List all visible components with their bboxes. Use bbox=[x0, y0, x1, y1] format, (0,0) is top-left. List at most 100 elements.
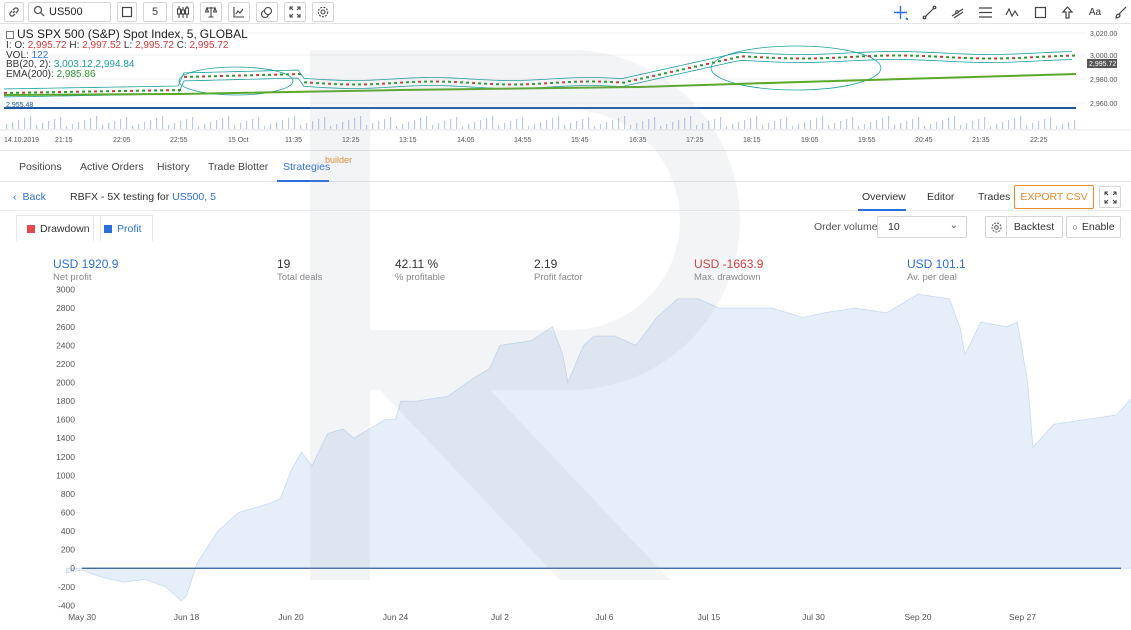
stat-profitable: 42.11 % % profitable bbox=[395, 257, 445, 283]
volume-bar bbox=[684, 118, 686, 129]
price-chart[interactable]: 3,020.00 3,000.00 2,980.00 2,960.00 2,995.72… bbox=[0, 25, 1131, 147]
candle bbox=[970, 57, 973, 60]
fullscreen-icon[interactable] bbox=[284, 2, 306, 22]
expand-icon[interactable] bbox=[1099, 186, 1121, 208]
x-axis: May 30 Jun 18 Jun 20 Jun 24 Jul 2 Jul 6 Jul 15… bbox=[68, 612, 1036, 622]
settings-gear-icon[interactable] bbox=[312, 2, 334, 22]
tab-overview[interactable]: Overview bbox=[862, 191, 906, 203]
volume-bar bbox=[126, 117, 128, 129]
candle bbox=[598, 80, 601, 83]
volume-bar bbox=[426, 116, 428, 129]
rectangle-icon[interactable] bbox=[1029, 2, 1051, 22]
volume-bar bbox=[1002, 122, 1004, 129]
candle bbox=[46, 91, 49, 94]
x-tick-label: May 30 bbox=[68, 612, 96, 622]
y-tick-label: -400 bbox=[58, 600, 75, 610]
candles-icon[interactable] bbox=[172, 2, 194, 22]
tab-history[interactable]: History bbox=[157, 161, 190, 173]
bb-line: BB(20, 2): 3,003.12,2,994.84 bbox=[6, 60, 248, 70]
back-button[interactable]: ‹ Back bbox=[13, 191, 46, 203]
compare-icon[interactable] bbox=[200, 2, 222, 22]
price-axis: 3,020.00 3,000.00 2,980.00 2,960.00 2,995.72… bbox=[6, 31, 1117, 109]
volume-bar bbox=[240, 123, 242, 129]
volume-bar bbox=[144, 122, 146, 129]
backtest-button[interactable]: Backtest bbox=[1006, 216, 1063, 238]
profit-factor-value: 2.19 bbox=[534, 257, 558, 271]
candle bbox=[478, 82, 481, 85]
volume-bar bbox=[672, 122, 674, 129]
volume-bar bbox=[186, 119, 188, 129]
time-label: 14.10.2019 bbox=[4, 137, 39, 144]
volume-bar bbox=[546, 120, 548, 129]
volume-bar bbox=[444, 121, 446, 129]
export-csv-button[interactable]: EXPORT CSV bbox=[1014, 185, 1094, 209]
tab-trades[interactable]: Trades bbox=[978, 191, 1011, 203]
tab-strategies[interactable]: Strategies bbox=[283, 161, 331, 173]
candle bbox=[436, 80, 439, 83]
symbol-search-input[interactable]: US500 bbox=[28, 2, 111, 22]
equity-chart[interactable]: 3000280026002400220020001800160014001200… bbox=[0, 285, 1131, 630]
candle bbox=[76, 90, 79, 93]
volume-bar bbox=[792, 126, 794, 129]
candle bbox=[256, 74, 259, 77]
indicators-icon[interactable] bbox=[228, 2, 250, 22]
volume-bar bbox=[948, 118, 950, 129]
vol-prefix: VOL: bbox=[6, 49, 29, 61]
volume-bar bbox=[678, 120, 680, 129]
crosshair-icon[interactable] bbox=[889, 2, 911, 22]
candle bbox=[640, 77, 643, 80]
volume-bar bbox=[276, 122, 278, 129]
volume-bar bbox=[552, 118, 554, 129]
volume-bar bbox=[252, 119, 254, 129]
templates-icon[interactable] bbox=[256, 2, 278, 22]
candle bbox=[214, 75, 217, 78]
time-label: 15:45 bbox=[571, 137, 589, 144]
volume-bar bbox=[708, 121, 710, 129]
candle bbox=[118, 90, 121, 93]
link-icon[interactable] bbox=[4, 2, 24, 22]
candle bbox=[1000, 57, 1003, 60]
tab-trade-blotter[interactable]: Trade Blotter bbox=[208, 161, 269, 173]
candle bbox=[1072, 54, 1075, 57]
volume-bar bbox=[816, 118, 818, 129]
volume-bar bbox=[732, 124, 734, 129]
volume-bar bbox=[258, 117, 260, 129]
volume-bar bbox=[720, 117, 722, 129]
candle bbox=[1042, 55, 1045, 58]
candle bbox=[460, 81, 463, 84]
volume-bar bbox=[510, 121, 512, 129]
tab-positions[interactable]: Positions bbox=[19, 161, 62, 173]
candle bbox=[304, 81, 307, 84]
candle bbox=[652, 74, 655, 77]
candle bbox=[88, 90, 91, 93]
tab-editor[interactable]: Editor bbox=[927, 191, 955, 203]
arrow-up-icon[interactable] bbox=[1056, 2, 1078, 22]
horizontal-lines-icon[interactable] bbox=[974, 2, 996, 22]
interval-button[interactable]: 5 bbox=[143, 2, 167, 22]
stat-net-profit: USD 1920.9 Net profit bbox=[53, 257, 118, 283]
candle bbox=[34, 91, 37, 94]
collapse-icon[interactable] bbox=[6, 30, 14, 39]
tab-active-orders[interactable]: Active Orders bbox=[80, 161, 144, 173]
strategy-settings-icon[interactable] bbox=[985, 216, 1007, 238]
trend-line-icon[interactable] bbox=[918, 2, 940, 22]
enable-button[interactable]: ○ Enable bbox=[1066, 216, 1121, 238]
candle bbox=[400, 81, 403, 84]
max-drawdown-label: Max. drawdown bbox=[694, 272, 761, 283]
drawdown-toggle[interactable]: Drawdown bbox=[16, 215, 101, 241]
wave-icon[interactable] bbox=[1001, 2, 1023, 22]
volume-bar bbox=[498, 125, 500, 129]
fib-icon[interactable] bbox=[946, 2, 968, 22]
order-volume-select[interactable]: 10 ⌄ bbox=[877, 216, 967, 238]
candle bbox=[124, 89, 127, 92]
candle bbox=[724, 58, 727, 61]
stat-total-deals: 19 Total deals bbox=[277, 257, 322, 283]
volume-bar bbox=[618, 118, 620, 129]
profit-toggle[interactable]: Profit bbox=[93, 215, 153, 241]
candle bbox=[742, 55, 745, 58]
chart-style-button[interactable] bbox=[117, 2, 137, 22]
text-tool-icon[interactable]: Aa bbox=[1088, 6, 1102, 18]
brush-icon[interactable] bbox=[1109, 2, 1131, 22]
x-tick-label: Jul 6 bbox=[596, 612, 614, 622]
low-prefix: L: bbox=[123, 40, 133, 51]
